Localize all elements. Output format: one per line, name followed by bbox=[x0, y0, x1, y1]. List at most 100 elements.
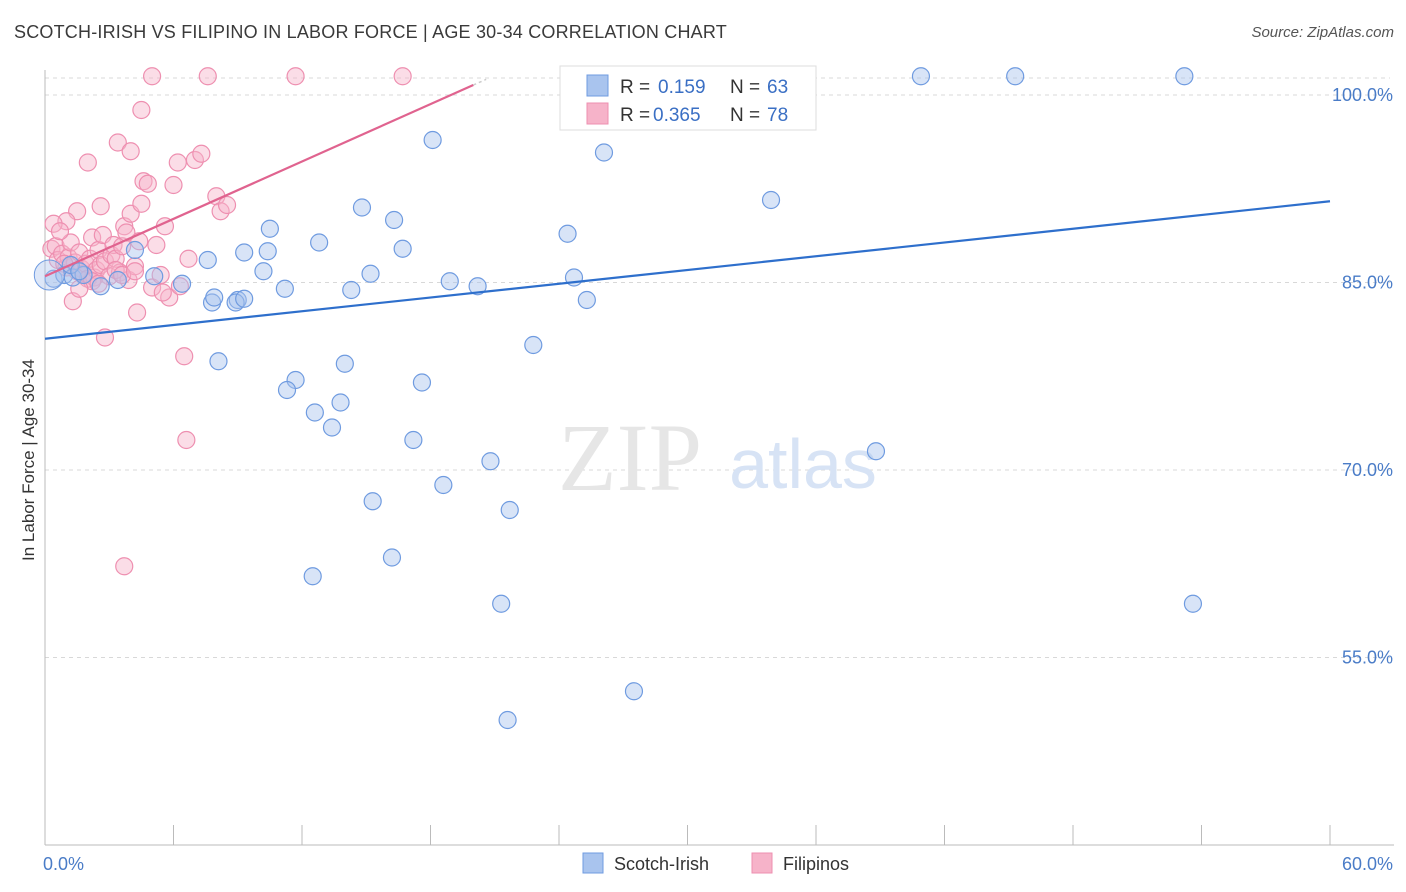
data-point bbox=[70, 262, 89, 281]
axes bbox=[44, 70, 1394, 846]
trendline-filipinos bbox=[44, 83, 474, 278]
x-tick-label: 0.0% bbox=[43, 854, 84, 874]
data-point bbox=[142, 278, 162, 297]
data-point bbox=[260, 219, 279, 238]
data-point bbox=[404, 430, 423, 450]
legend-n-value: 63 bbox=[767, 77, 788, 98]
scotch-irish-points bbox=[33, 67, 1203, 730]
trendline-filipinos-extension bbox=[473, 78, 487, 86]
data-point bbox=[175, 347, 194, 366]
series-label-filipinos: Filipinos bbox=[783, 854, 849, 874]
legend-r-value: 0.365 bbox=[653, 105, 701, 126]
data-point bbox=[866, 442, 886, 461]
data-point bbox=[147, 235, 166, 255]
data-point bbox=[115, 557, 134, 576]
data-point bbox=[172, 274, 192, 293]
data-point bbox=[384, 210, 404, 230]
data-point bbox=[342, 280, 361, 300]
y-tick-label: 85.0% bbox=[1342, 273, 1393, 293]
y-tick-labels: 55.0% 70.0% 85.0% 100.0% bbox=[1332, 85, 1393, 668]
data-point bbox=[228, 290, 247, 310]
watermark-atlas: atlas bbox=[729, 425, 877, 503]
data-point bbox=[254, 262, 273, 281]
data-point bbox=[558, 224, 577, 243]
data-point bbox=[258, 242, 277, 261]
data-point bbox=[125, 262, 145, 281]
data-point bbox=[331, 393, 350, 412]
data-point bbox=[198, 250, 217, 270]
source-credit: Source: ZipAtlas.com bbox=[1251, 24, 1394, 41]
data-point bbox=[164, 175, 183, 195]
data-point bbox=[153, 283, 172, 302]
data-point bbox=[393, 67, 412, 86]
data-point bbox=[393, 239, 412, 258]
data-point bbox=[205, 288, 224, 307]
data-point bbox=[382, 548, 402, 567]
trendlines bbox=[44, 78, 1331, 340]
data-point bbox=[468, 277, 487, 296]
data-point bbox=[132, 194, 151, 213]
data-point bbox=[209, 352, 228, 371]
data-point bbox=[78, 153, 97, 172]
y-tick-label: 55.0% bbox=[1342, 648, 1393, 668]
data-point bbox=[275, 279, 294, 298]
y-tick-label: 70.0% bbox=[1342, 460, 1393, 480]
data-point bbox=[91, 197, 110, 216]
data-point bbox=[481, 452, 500, 471]
data-point bbox=[310, 233, 329, 252]
y-axis-title: In Labor Force | Age 30-34 bbox=[19, 359, 38, 561]
data-point bbox=[121, 142, 140, 161]
data-point bbox=[127, 303, 147, 322]
data-point bbox=[46, 237, 65, 256]
data-point bbox=[132, 100, 151, 120]
data-point bbox=[145, 267, 164, 286]
data-point bbox=[138, 174, 157, 193]
data-point bbox=[50, 222, 70, 241]
series-swatch-filipinos bbox=[751, 852, 773, 874]
data-point bbox=[286, 67, 305, 86]
data-point bbox=[168, 153, 187, 172]
data-point bbox=[125, 257, 145, 276]
data-point bbox=[303, 567, 322, 586]
grid-lines bbox=[45, 77, 1390, 658]
data-point bbox=[89, 274, 108, 293]
data-point bbox=[179, 249, 198, 268]
data-point bbox=[322, 418, 342, 437]
data-point bbox=[524, 335, 543, 355]
data-point bbox=[412, 373, 432, 392]
legend-r-label: R = bbox=[620, 77, 650, 98]
data-point bbox=[125, 240, 145, 260]
data-point bbox=[235, 243, 254, 262]
data-point bbox=[108, 270, 127, 290]
y-tick-label: 100.0% bbox=[1332, 85, 1393, 105]
data-point bbox=[170, 277, 190, 296]
chart-title: SCOTCH-IRISH VS FILIPINO IN LABOR FORCE … bbox=[14, 22, 727, 42]
data-point bbox=[434, 475, 453, 495]
legend-r-value: 0.159 bbox=[658, 77, 706, 98]
data-point bbox=[761, 190, 781, 210]
data-point bbox=[217, 195, 237, 215]
data-point bbox=[594, 143, 614, 162]
stats-legend: R = 0.159 N = 63 R = 0.365 N = 78 bbox=[559, 65, 817, 131]
data-point bbox=[192, 144, 211, 163]
data-point bbox=[498, 710, 517, 730]
data-point bbox=[108, 133, 127, 152]
data-point bbox=[1183, 594, 1203, 613]
data-point bbox=[305, 403, 324, 422]
legend-swatch-pink bbox=[586, 102, 609, 125]
data-point bbox=[91, 277, 110, 296]
legend-swatch-blue bbox=[586, 74, 609, 97]
data-point bbox=[352, 198, 372, 217]
data-point bbox=[198, 67, 217, 86]
watermark-zip: ZIP bbox=[558, 404, 702, 511]
filipinos-points bbox=[42, 67, 412, 576]
data-point bbox=[500, 500, 519, 520]
data-point bbox=[363, 492, 382, 511]
data-point bbox=[624, 682, 644, 701]
data-point bbox=[1175, 67, 1194, 86]
trendline-scotch-irish bbox=[44, 200, 1331, 340]
data-point bbox=[361, 264, 380, 283]
watermark: ZIP atlas bbox=[558, 404, 877, 511]
data-point bbox=[492, 594, 511, 613]
data-point bbox=[277, 380, 297, 400]
